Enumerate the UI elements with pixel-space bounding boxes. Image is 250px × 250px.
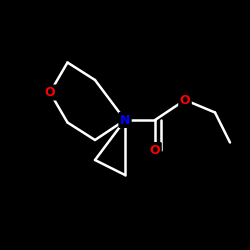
Text: N: N (120, 114, 130, 126)
Text: O: O (45, 86, 55, 99)
Text: O: O (180, 94, 190, 106)
Text: O: O (150, 144, 160, 156)
